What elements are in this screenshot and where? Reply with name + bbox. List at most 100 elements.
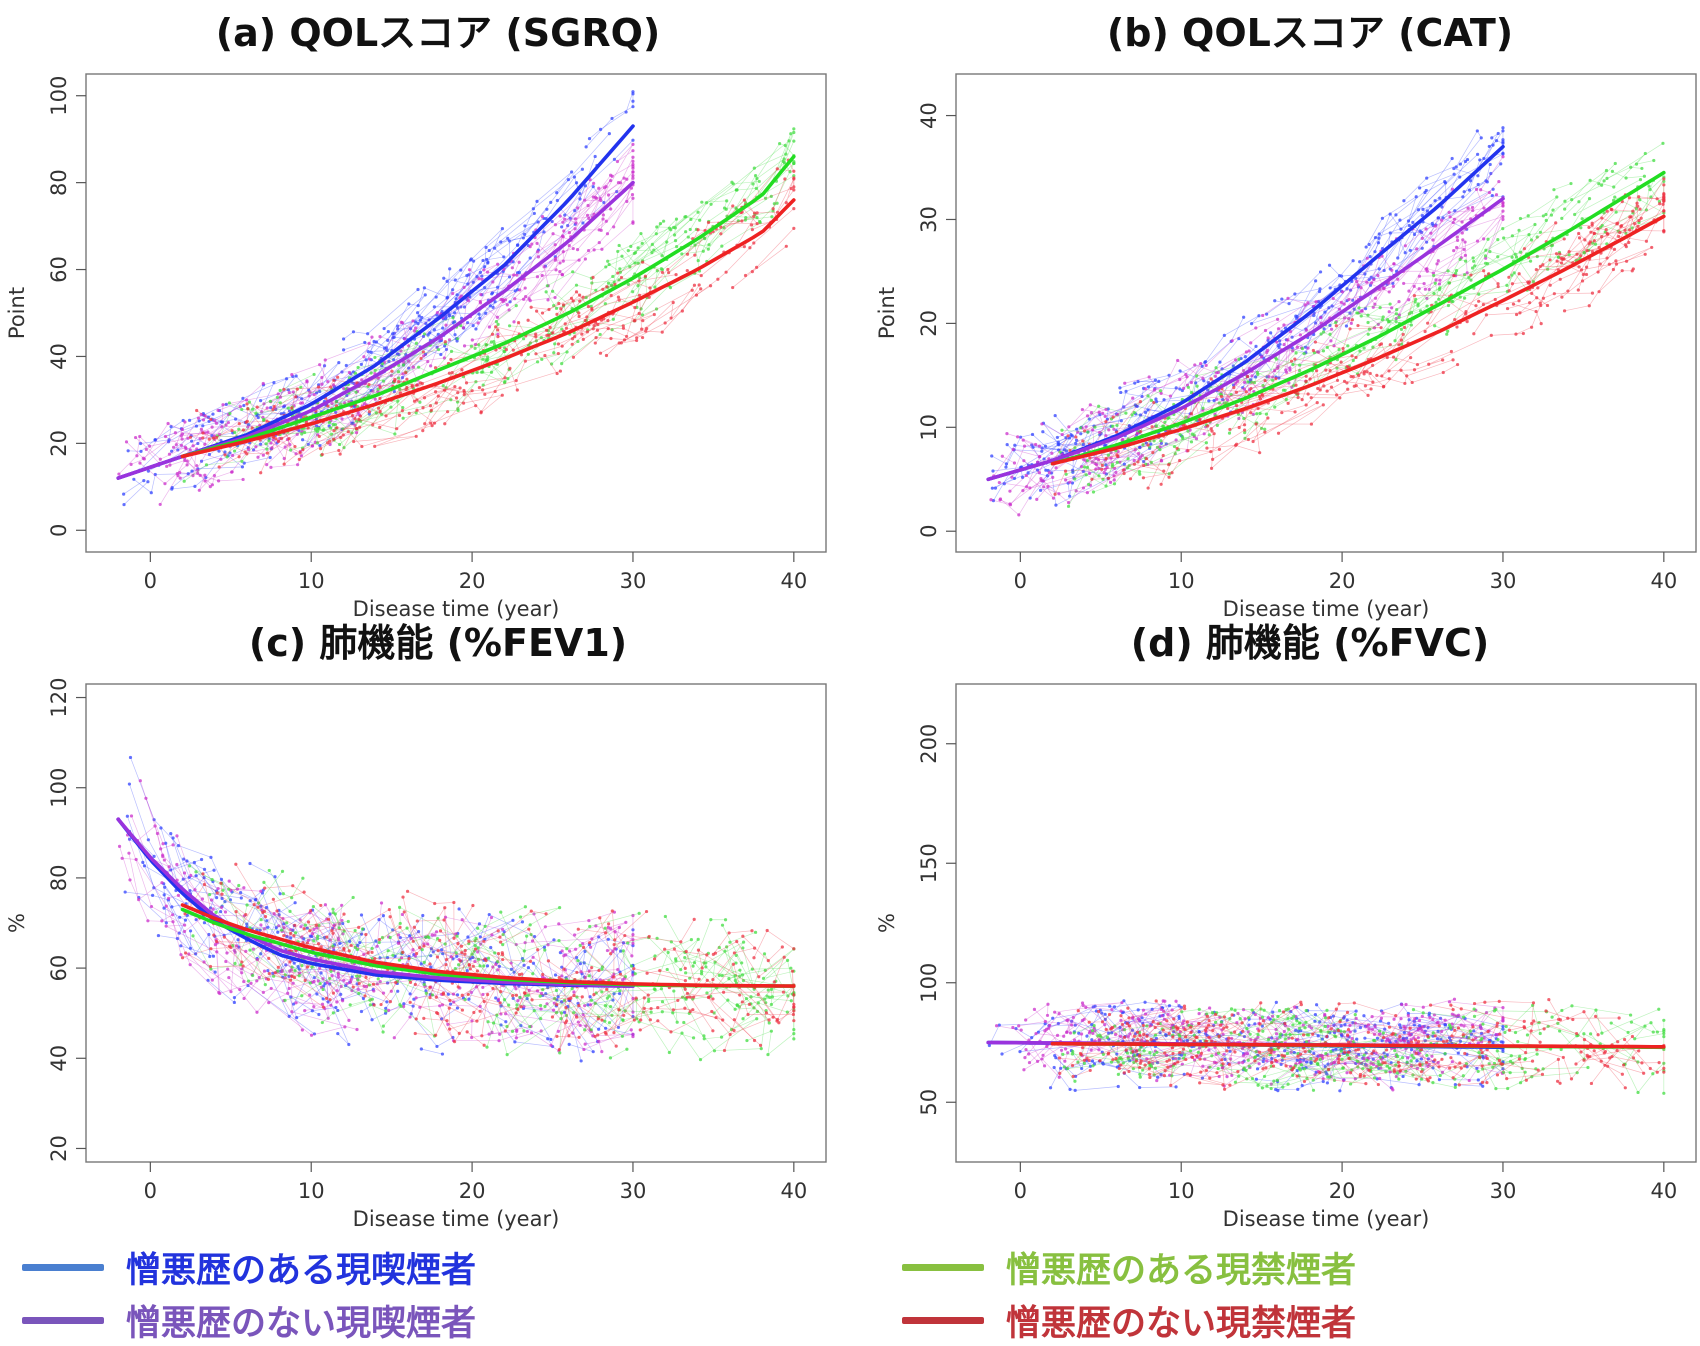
trajectory-point (616, 968, 620, 972)
trajectory-point (261, 453, 265, 457)
trajectory-point (637, 293, 642, 297)
trajectory-point (175, 862, 179, 867)
trajectory-point (478, 316, 482, 320)
trajectory-point (449, 349, 454, 353)
trajectory-point (329, 426, 333, 430)
trajectory-point (1237, 425, 1241, 430)
trajectory-point (1528, 259, 1533, 263)
trajectory-point (493, 300, 497, 304)
trajectory-point (740, 961, 744, 965)
trajectory-point (513, 1040, 517, 1044)
trajectory-point (1335, 378, 1340, 383)
trajectory-point (755, 211, 759, 215)
trajectory-point (1121, 437, 1125, 442)
trajectory-point (688, 227, 692, 232)
trajectory-point (631, 941, 635, 945)
trajectory-point (473, 959, 477, 964)
trajectory-point (1139, 430, 1143, 434)
trajectory-point (444, 317, 448, 321)
trajectory-line (1292, 331, 1349, 366)
trajectory-point (129, 814, 134, 818)
trajectory-point (734, 961, 738, 965)
trajectory-line (1313, 350, 1357, 361)
trajectory-point (446, 410, 450, 414)
trajectory-line (203, 950, 345, 1036)
trajectory-line (322, 999, 384, 1033)
trajectory-line (261, 381, 353, 433)
trajectory-point (1479, 136, 1483, 140)
trajectory-line (1004, 425, 1112, 485)
trajectory-line (1400, 364, 1458, 383)
trajectory-point (497, 1039, 501, 1043)
trajectory-point (1337, 307, 1342, 311)
trajectory-point (1227, 431, 1232, 435)
trajectory-point (1373, 296, 1378, 300)
trajectory-point (785, 958, 790, 962)
trajectory-point (1159, 458, 1163, 462)
trajectory-point (527, 343, 531, 347)
trajectory-line (370, 1004, 386, 1012)
trajectory-point (203, 414, 207, 418)
trajectory-point (429, 965, 433, 969)
trajectory-point (448, 267, 452, 271)
trajectory-point (1633, 222, 1637, 226)
trajectory-point (508, 300, 512, 304)
trajectory-point (478, 935, 482, 939)
trajectory-point (696, 210, 700, 214)
trajectory-point (562, 954, 566, 958)
trajectory-line (1376, 359, 1454, 384)
trajectory-point (1194, 381, 1198, 385)
trajectory-point (1237, 357, 1241, 361)
trajectory-point (1475, 239, 1480, 243)
trajectory-point (1380, 374, 1384, 378)
trajectory-point (1212, 432, 1216, 436)
trajectory-point (631, 938, 635, 942)
trajectory-point (556, 351, 560, 356)
trajectory-point (127, 837, 132, 841)
trajectory-point (1507, 289, 1511, 293)
trajectory-point (381, 913, 385, 918)
trajectory-point (297, 971, 301, 975)
trajectory-point (208, 906, 213, 910)
trajectory-point (1358, 349, 1362, 353)
trajectory-point (1201, 376, 1205, 380)
trajectory-point (1022, 444, 1027, 448)
y-tick-label: 30 (917, 206, 941, 233)
trajectory-line (357, 977, 434, 996)
trajectory-point (1425, 296, 1429, 300)
trajectory-point (201, 424, 205, 428)
trajectory-line (1187, 402, 1318, 470)
trajectory-point (1562, 309, 1567, 313)
trajectory-point (522, 1029, 526, 1033)
trajectory-point (702, 1037, 706, 1041)
trajectory-point (583, 198, 587, 202)
trajectory-point (312, 392, 316, 397)
trajectory-line (720, 160, 795, 235)
trajectory-point (250, 426, 254, 430)
trajectory-point (328, 439, 332, 443)
trajectory-point (1359, 309, 1364, 313)
trajectory-point (164, 921, 168, 925)
trajectory-line (595, 322, 624, 327)
trajectory-point (1241, 368, 1246, 373)
trajectory-point (523, 224, 527, 228)
trajectory-point (224, 959, 228, 964)
trajectory-point (1118, 460, 1122, 464)
trajectory-point (1293, 292, 1297, 296)
trajectory-point (294, 395, 298, 399)
trajectory-point (516, 998, 520, 1003)
trajectory-point (548, 325, 552, 330)
trajectory-point (600, 967, 604, 971)
trajectory-point (1278, 339, 1282, 343)
trajectory-point (215, 950, 219, 954)
trajectory-point (1390, 306, 1394, 310)
trajectory-point (748, 246, 752, 250)
trajectory-point (1507, 275, 1511, 279)
trajectory-point (1342, 379, 1347, 384)
trajectory-point (1039, 477, 1043, 481)
trajectory-point (1605, 256, 1609, 260)
trajectory-point (283, 973, 287, 977)
trajectory-point (1225, 398, 1230, 402)
trajectory-point (367, 410, 372, 414)
trajectory-point (435, 345, 439, 349)
